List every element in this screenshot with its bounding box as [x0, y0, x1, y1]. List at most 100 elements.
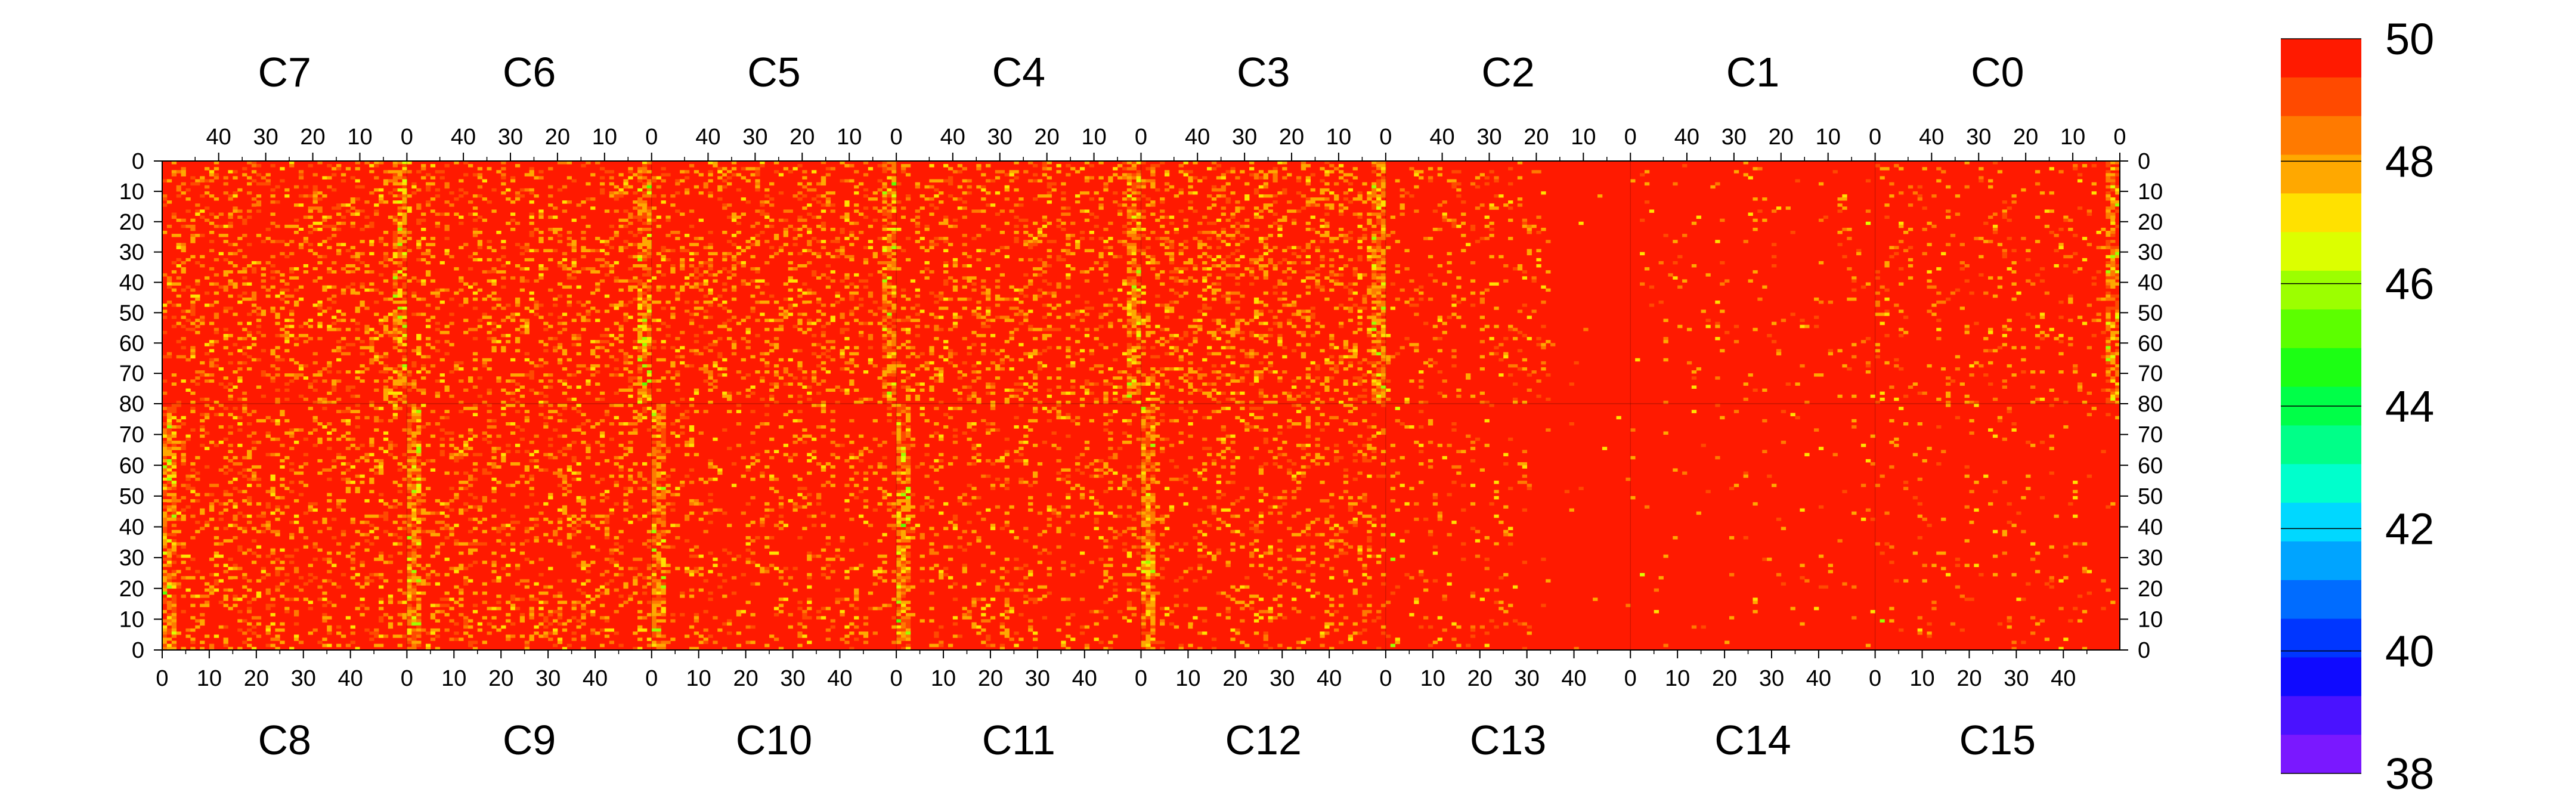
heatmap-cell — [755, 170, 760, 174]
heatmap-cell — [317, 307, 323, 310]
heatmap-cell — [397, 227, 402, 231]
heatmap-cell — [1272, 221, 1278, 225]
heatmap-cell — [477, 179, 483, 183]
heatmap-cell — [844, 388, 850, 392]
heatmap-cell — [1352, 349, 1358, 352]
heatmap-cell — [924, 224, 930, 228]
heatmap-cell — [646, 288, 652, 292]
heatmap-cell — [392, 340, 398, 343]
heatmap-cell — [1018, 203, 1024, 207]
heatmap-cell — [717, 167, 723, 171]
heatmap-cell — [1193, 370, 1198, 374]
heatmap-cell — [1113, 385, 1118, 389]
heatmap-cell — [534, 312, 539, 316]
heatmap-cell — [599, 249, 605, 253]
heatmap-cell — [952, 364, 958, 368]
heatmap-cell — [444, 200, 450, 204]
heatmap-cell — [256, 164, 262, 168]
heatmap-cell — [816, 276, 822, 280]
heatmap-cell — [731, 161, 737, 165]
heatmap-cell — [467, 224, 473, 228]
heatmap-cell — [340, 215, 346, 219]
heatmap-cell — [609, 264, 615, 268]
heatmap-cell — [402, 182, 407, 186]
heatmap-cell — [882, 379, 887, 383]
heatmap-cell — [778, 370, 784, 374]
heatmap-cell — [379, 321, 384, 326]
heatmap-cell — [289, 333, 295, 338]
heatmap-cell — [887, 304, 892, 307]
heatmap-cell — [858, 212, 864, 216]
heatmap-cell — [1188, 343, 1193, 346]
heatmap-cell — [952, 315, 958, 319]
heatmap-cell — [496, 324, 501, 329]
heatmap-cell — [293, 218, 299, 222]
heatmap-cell — [576, 352, 581, 355]
heatmap-cell — [1296, 312, 1302, 316]
heatmap-cell — [891, 188, 897, 192]
heatmap-cell — [317, 321, 323, 326]
heatmap-cell — [218, 276, 224, 280]
heatmap-cell — [562, 209, 568, 213]
heatmap-cell — [807, 385, 812, 389]
heatmap-cell — [284, 349, 290, 352]
heatmap-cell — [298, 255, 304, 259]
heatmap-cell — [764, 364, 770, 368]
heatmap-cell — [519, 318, 525, 323]
heatmap-cell — [646, 221, 652, 225]
heatmap-cell — [1292, 221, 1297, 225]
heatmap-cell — [1371, 224, 1377, 228]
heatmap-cell — [727, 173, 732, 177]
heatmap-cell — [360, 282, 365, 286]
heatmap-cell — [1131, 246, 1137, 249]
heatmap-cell — [1131, 218, 1137, 222]
heatmap-cell — [1051, 294, 1057, 298]
heatmap-cell — [807, 397, 812, 401]
heatmap-cell — [463, 243, 469, 246]
heatmap-cell — [1343, 379, 1349, 383]
heatmap-cell — [374, 203, 379, 207]
heatmap-cell — [1117, 255, 1123, 259]
heatmap-cell — [863, 291, 869, 295]
heatmap-cell — [962, 337, 967, 340]
heatmap-cell — [618, 340, 624, 343]
heatmap-cell — [788, 382, 793, 386]
heatmap-cell — [1117, 370, 1123, 374]
heatmap-cell — [392, 279, 398, 283]
heatmap-cell — [646, 191, 652, 195]
heatmap-cell — [459, 203, 464, 207]
heatmap-cell — [755, 167, 760, 171]
heatmap-cell — [891, 373, 897, 377]
heatmap-cell — [1225, 285, 1231, 289]
heatmap-cell — [402, 200, 407, 204]
heatmap-cell — [1244, 370, 1250, 374]
heatmap-cell — [571, 333, 577, 338]
heatmap-cell — [764, 370, 770, 374]
heatmap-cell — [1197, 255, 1203, 259]
heatmap-cell — [581, 170, 586, 174]
heatmap-cell — [952, 218, 958, 222]
heatmap-cell — [1155, 188, 1160, 192]
heatmap-cell — [703, 315, 708, 319]
heatmap-cell — [1225, 191, 1231, 195]
heatmap-cell — [459, 318, 464, 323]
heatmap-cell — [1032, 376, 1038, 380]
heatmap-cell — [882, 391, 887, 395]
heatmap-cell — [566, 385, 572, 389]
heatmap-cell — [566, 304, 572, 307]
heatmap-cell — [642, 167, 648, 171]
heatmap-cell — [915, 215, 920, 219]
heatmap-cell — [684, 191, 690, 195]
heatmap-cell — [1343, 382, 1349, 386]
heatmap-cell — [595, 370, 600, 374]
heatmap-cell — [1244, 182, 1250, 186]
heatmap-cell — [1324, 221, 1330, 225]
heatmap-cell — [1032, 397, 1038, 401]
heatmap-cell — [693, 301, 699, 304]
heatmap-cell — [280, 273, 285, 277]
heatmap-cell — [524, 373, 530, 377]
heatmap-cell — [265, 179, 271, 183]
heatmap-cell — [1263, 340, 1268, 343]
heatmap-cell — [1023, 318, 1029, 323]
heatmap-cell — [882, 285, 887, 289]
